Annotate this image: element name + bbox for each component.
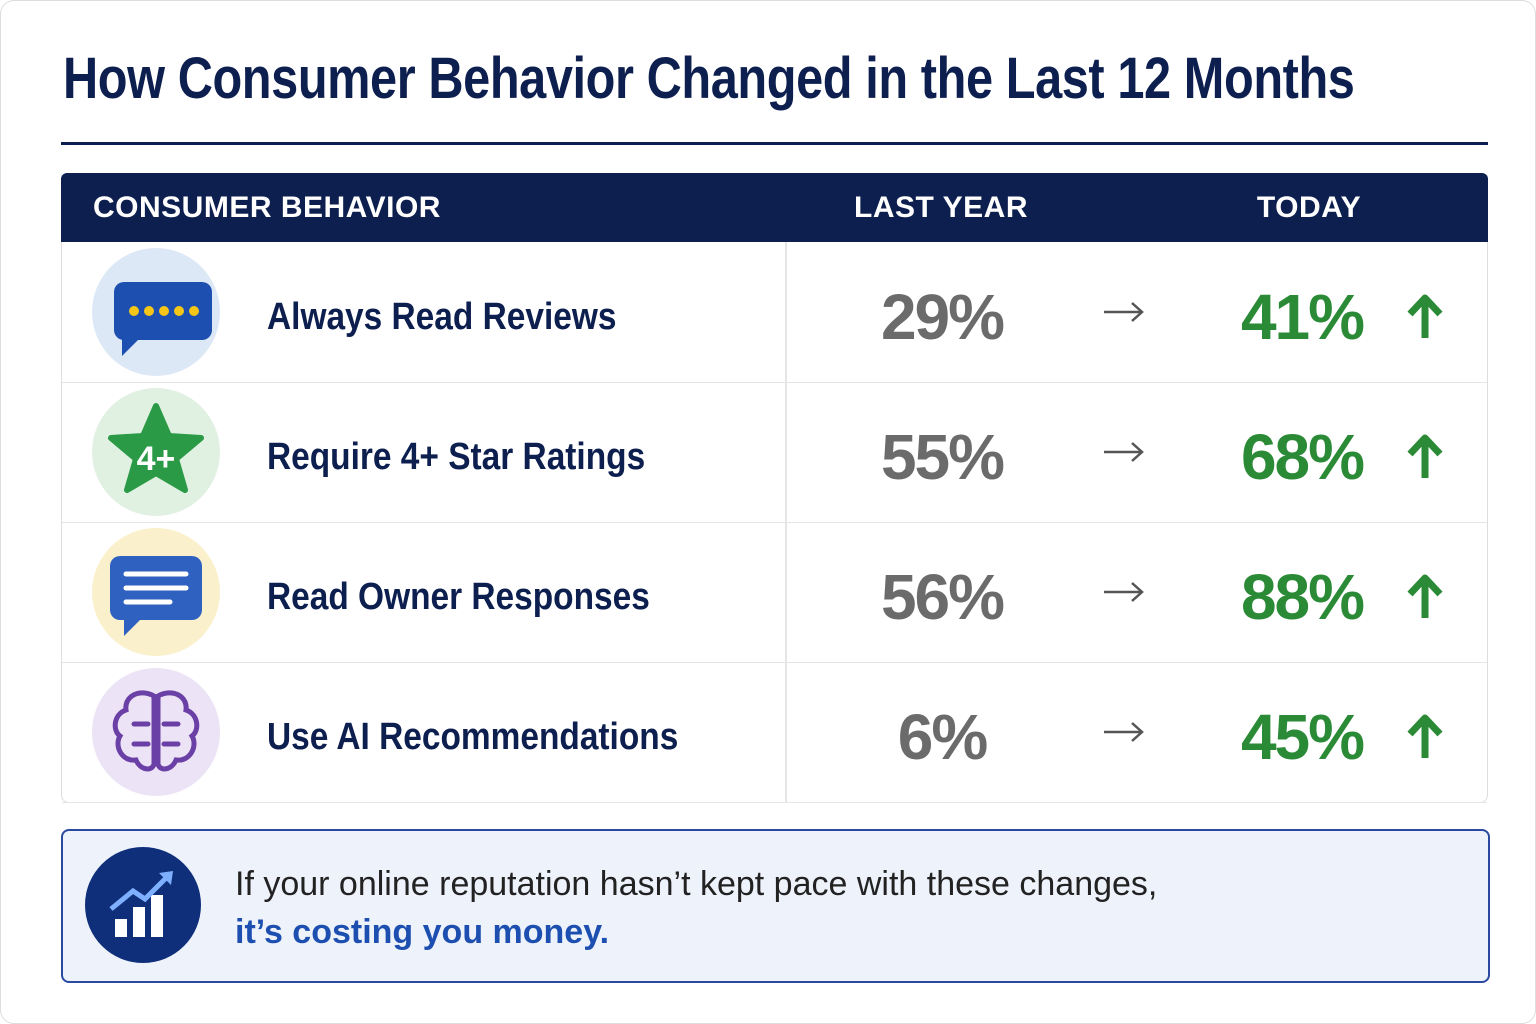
today-value: 68%: [1240, 421, 1365, 493]
last-year-value: 6%: [897, 701, 989, 773]
table-row: Require 4+ Star Ratings 55% 68%: [62, 382, 1487, 523]
last-year-value: 56%: [880, 561, 1005, 633]
reviews-icon: [92, 248, 220, 376]
change-arrow: [1104, 302, 1144, 322]
behavior-label: Always Read Reviews: [267, 296, 617, 338]
table-row: Read Owner Responses 56% 88%: [62, 522, 1487, 663]
column-header: TODAY: [1256, 191, 1362, 224]
last-year-value: 29%: [880, 281, 1005, 353]
ai-icon: [92, 668, 220, 796]
table-row: Use AI Recommendations 6% 45%: [62, 662, 1487, 803]
table-body: 4+ Always Read Reviews 29% 41% Require 4+ S…: [61, 242, 1488, 803]
table-row: Always Read Reviews 29% 41%: [62, 242, 1487, 383]
callout: If your online reputation hasn’t kept pa…: [61, 829, 1490, 983]
table-header: CONSUMER BEHAVIOR LAST YEAR TODAY: [61, 173, 1488, 242]
growth-icon: [85, 847, 201, 963]
behavior-label: Use AI Recommendations: [267, 716, 679, 758]
callout-text: If your online reputation hasn’t kept pa…: [235, 865, 1158, 903]
star-badge: 4+: [137, 440, 176, 478]
behavior-label: Require 4+ Star Ratings: [267, 436, 646, 478]
title: How Consumer Behavior Changed in the Las…: [63, 46, 1355, 111]
up-arrow: [1407, 714, 1443, 758]
responses-icon: [92, 528, 220, 656]
title-rule: [61, 142, 1488, 145]
today-value: 45%: [1240, 701, 1365, 773]
column-header: CONSUMER BEHAVIOR: [93, 191, 441, 224]
change-arrow: [1104, 722, 1144, 742]
today-value: 88%: [1240, 561, 1365, 633]
up-arrow: [1407, 294, 1443, 338]
behavior-label: Read Owner Responses: [267, 576, 650, 618]
change-arrow: [1104, 582, 1144, 602]
today-value: 41%: [1240, 281, 1365, 353]
star-icon: 4+: [92, 388, 220, 516]
up-arrow: [1407, 574, 1443, 618]
change-arrow: [1104, 442, 1144, 462]
up-arrow: [1407, 434, 1443, 478]
column-header: LAST YEAR: [854, 191, 1028, 224]
callout-emphasis: it’s costing you money.: [235, 913, 610, 951]
last-year-value: 55%: [880, 421, 1005, 493]
